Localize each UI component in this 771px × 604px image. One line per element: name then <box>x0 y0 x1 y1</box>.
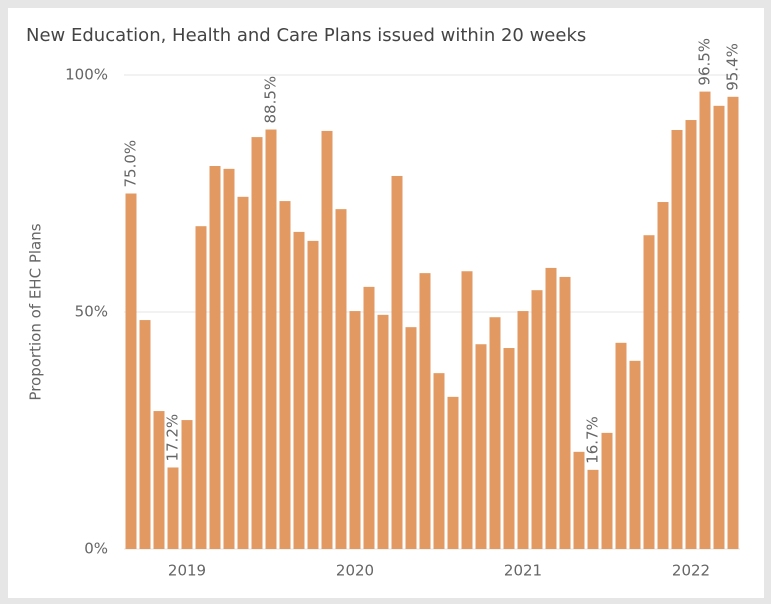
bar <box>671 129 683 549</box>
bar <box>713 105 725 549</box>
bar <box>545 267 557 549</box>
bar <box>237 196 249 549</box>
data-label: 16.7% <box>584 416 602 464</box>
y-tick-label: 50% <box>75 303 108 321</box>
x-tick-label: 2022 <box>672 562 710 580</box>
bar <box>279 201 291 550</box>
bar <box>573 451 585 549</box>
bar <box>587 469 599 549</box>
bar <box>629 360 641 549</box>
bar <box>685 120 697 549</box>
bar <box>195 226 207 549</box>
y-tick-label: 100% <box>65 66 108 84</box>
bar <box>489 317 501 549</box>
bar <box>363 286 375 549</box>
bar <box>307 240 319 549</box>
bar <box>139 320 151 549</box>
data-label: 75.0% <box>122 140 140 188</box>
x-tick-label: 2021 <box>504 562 542 580</box>
y-axis-label: Proportion of EHC Plans <box>27 223 45 400</box>
bar <box>349 311 361 549</box>
x-tick-label: 2019 <box>168 562 206 580</box>
bar <box>167 467 179 549</box>
bar <box>503 348 515 549</box>
bar <box>657 202 669 550</box>
bar <box>125 193 137 549</box>
data-label: 17.2% <box>164 414 182 462</box>
bar <box>615 342 627 549</box>
bar <box>153 411 165 549</box>
bar <box>531 290 543 549</box>
chart-title: New Education, Health and Care Plans iss… <box>26 25 586 46</box>
y-tick-label: 0% <box>84 540 108 558</box>
bar <box>517 311 529 549</box>
bar <box>251 137 263 549</box>
bar <box>601 432 613 549</box>
bar <box>643 235 655 549</box>
bar <box>475 344 487 549</box>
bar <box>419 273 431 549</box>
bar <box>447 396 459 549</box>
bar <box>321 130 333 549</box>
bar <box>335 209 347 549</box>
bar <box>181 420 193 549</box>
data-label: 96.5% <box>696 38 714 86</box>
bar <box>433 373 445 549</box>
bar <box>391 175 403 549</box>
bar <box>699 91 711 549</box>
bar <box>405 327 417 549</box>
bar <box>727 96 739 549</box>
x-tick-label: 2020 <box>336 562 374 580</box>
bar <box>377 314 389 549</box>
bar <box>293 231 305 550</box>
bar <box>559 276 571 549</box>
data-label: 95.4% <box>724 43 742 91</box>
bar <box>461 271 473 549</box>
data-label: 88.5% <box>262 76 280 124</box>
bar <box>223 168 235 550</box>
bar <box>209 166 221 549</box>
bar <box>265 129 277 549</box>
